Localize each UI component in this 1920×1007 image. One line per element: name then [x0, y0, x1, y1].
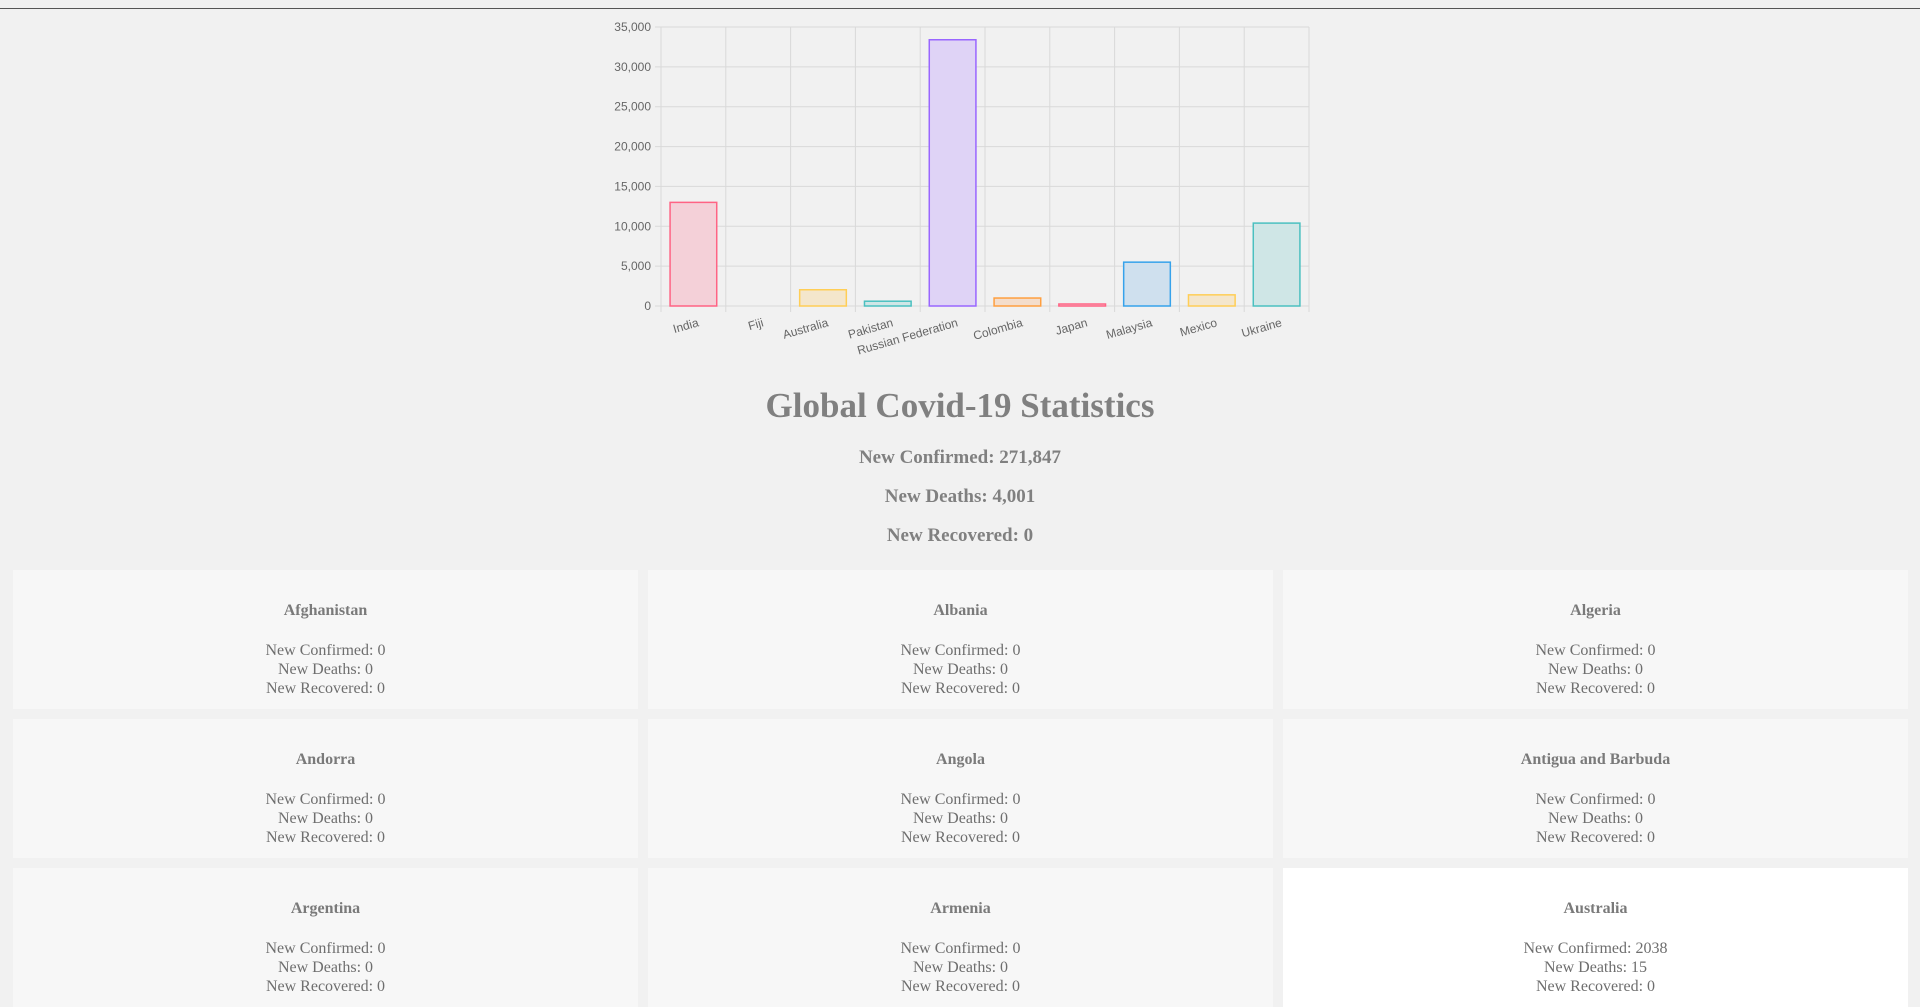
country-new-deaths: New Deaths: 0	[912, 810, 1009, 827]
x-tick-label: Ukraine	[1240, 315, 1284, 340]
country-new-deaths: New Deaths: 0	[277, 959, 374, 976]
y-tick-label: 20,000	[614, 140, 651, 154]
country-new-confirmed: New Confirmed: 0	[265, 940, 386, 957]
country-card[interactable]: Algeria New Confirmed: 0 New Deaths: 0 N…	[1283, 570, 1908, 709]
country-new-recovered: New Recovered: 0	[265, 829, 386, 846]
global-new-confirmed: New Confirmed: 271,847	[858, 447, 1062, 468]
country-name: Antigua and Barbuda	[1520, 751, 1671, 768]
country-new-confirmed: New Confirmed: 2038	[1523, 940, 1668, 957]
country-name: Afghanistan	[283, 602, 368, 619]
x-tick-label: Australia	[781, 315, 830, 341]
x-tick-label: Malaysia	[1104, 315, 1154, 342]
country-new-confirmed: New Confirmed: 0	[1535, 642, 1656, 659]
country-card[interactable]: Andorra New Confirmed: 0 New Deaths: 0 N…	[13, 719, 638, 858]
bar-japan	[1058, 303, 1107, 307]
country-new-confirmed: New Confirmed: 0	[265, 642, 386, 659]
country-name: Algeria	[1570, 602, 1621, 619]
country-new-confirmed: New Confirmed: 0	[900, 791, 1021, 808]
country-card[interactable]: Afghanistan New Confirmed: 0 New Deaths:…	[13, 570, 638, 709]
country-new-recovered: New Recovered: 0	[1535, 680, 1656, 697]
country-new-deaths: New Deaths: 15	[1543, 959, 1648, 976]
country-new-deaths: New Deaths: 0	[1547, 661, 1644, 678]
country-new-deaths: New Deaths: 0	[1547, 810, 1644, 827]
bar-malaysia	[1122, 261, 1172, 307]
x-tick-label: Japan	[1054, 315, 1089, 337]
country-name: Albania	[933, 602, 988, 619]
y-tick-label: 15,000	[614, 179, 651, 193]
country-new-recovered: New Recovered: 0	[900, 680, 1021, 697]
country-new-recovered: New Recovered: 0	[1535, 829, 1656, 846]
bar-colombia	[993, 297, 1042, 307]
country-card[interactable]: Antigua and Barbuda New Confirmed: 0 New…	[1283, 719, 1908, 858]
bar-pakistan	[863, 300, 912, 307]
country-name: Andorra	[295, 751, 356, 768]
country-new-confirmed: New Confirmed: 0	[265, 791, 386, 808]
country-new-deaths: New Deaths: 0	[912, 661, 1009, 678]
country-new-recovered: New Recovered: 0	[900, 829, 1021, 846]
country-new-deaths: New Deaths: 0	[277, 810, 374, 827]
country-card-grid: Afghanistan New Confirmed: 0 New Deaths:…	[13, 570, 1908, 1007]
country-card[interactable]: Albania New Confirmed: 0 New Deaths: 0 N…	[648, 570, 1273, 709]
country-name: Australia	[1563, 900, 1628, 917]
x-tick-label: Fiji	[746, 315, 765, 333]
country-new-deaths: New Deaths: 0	[912, 959, 1009, 976]
country-new-recovered: New Recovered: 0	[900, 978, 1021, 995]
top-divider	[0, 8, 1920, 9]
country-new-recovered: New Recovered: 0	[1535, 978, 1656, 995]
country-name: Argentina	[290, 900, 361, 917]
country-card[interactable]: Argentina New Confirmed: 0 New Deaths: 0…	[13, 868, 638, 1007]
y-tick-label: 30,000	[614, 60, 651, 74]
y-tick-label: 0	[644, 299, 651, 313]
country-new-confirmed: New Confirmed: 0	[900, 642, 1021, 659]
country-new-confirmed: New Confirmed: 0	[1535, 791, 1656, 808]
bar-russian-federation	[928, 39, 977, 307]
y-tick-label: 25,000	[614, 100, 651, 114]
country-new-recovered: New Recovered: 0	[265, 978, 386, 995]
x-tick-label: India	[671, 315, 700, 336]
y-tick-label: 35,000	[614, 20, 651, 34]
x-tick-label: Colombia	[972, 315, 1025, 343]
bar-australia	[798, 289, 848, 307]
bar-ukraine	[1252, 222, 1301, 307]
bar-india	[669, 201, 718, 307]
country-new-recovered: New Recovered: 0	[265, 680, 386, 697]
y-tick-label: 5,000	[621, 259, 651, 273]
country-card[interactable]: Angola New Confirmed: 0 New Deaths: 0 Ne…	[648, 719, 1273, 858]
country-new-confirmed: New Confirmed: 0	[900, 940, 1021, 957]
global-new-deaths: New Deaths: 4,001	[884, 486, 1036, 507]
country-bar-chart: 0 5,000 10,000 15,000 20,000 25,000 30,000 35,0…	[614, 20, 1310, 358]
country-name: Angola	[936, 751, 985, 768]
bar-mexico	[1187, 294, 1236, 307]
page-title: Global Covid-19 Statistics	[765, 386, 1155, 425]
y-tick-label: 10,000	[614, 219, 651, 233]
country-card[interactable]: Armenia New Confirmed: 0 New Deaths: 0 N…	[648, 868, 1273, 1007]
country-new-deaths: New Deaths: 0	[277, 661, 374, 678]
country-name: Armenia	[930, 900, 991, 917]
global-new-recovered: New Recovered: 0	[886, 525, 1034, 546]
country-card-hovered[interactable]: Australia New Confirmed: 2038 New Deaths…	[1283, 868, 1908, 1007]
x-tick-label: Mexico	[1178, 315, 1219, 339]
